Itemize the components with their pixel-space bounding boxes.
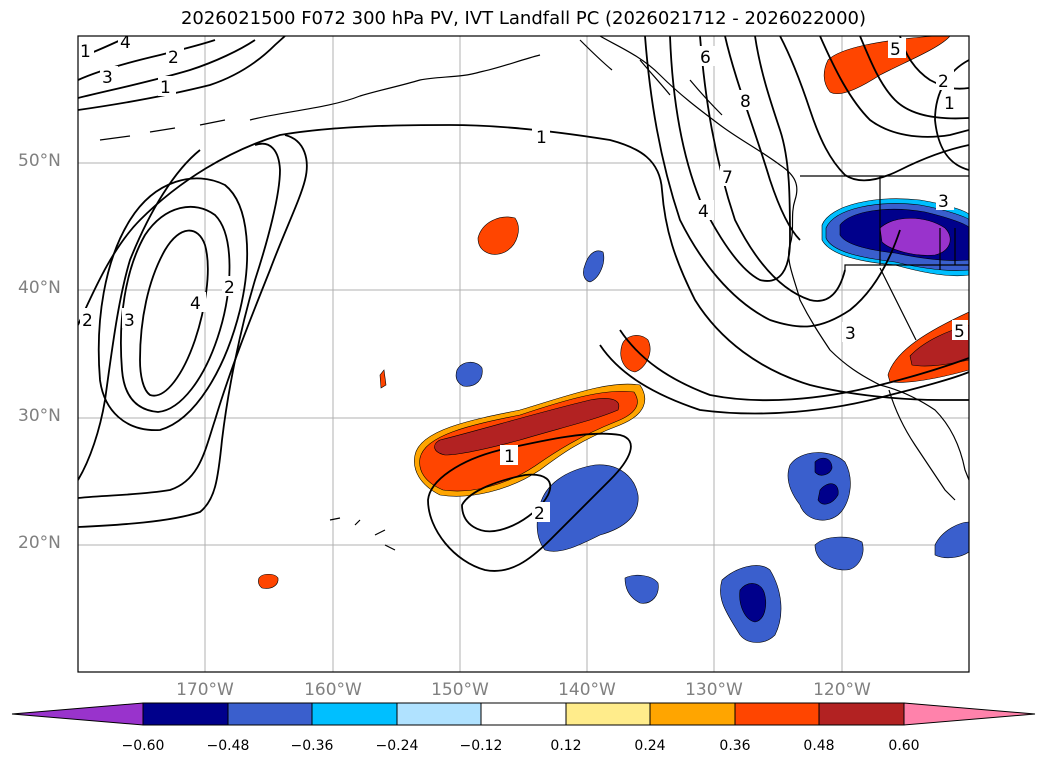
colorbar-tick: 0.36: [719, 738, 751, 754]
lon-label: 170°W: [176, 680, 234, 700]
lon-label: 140°W: [558, 680, 616, 700]
colorbar-tick: 0.48: [803, 738, 835, 754]
lon-label: 160°W: [304, 680, 362, 700]
anomaly-negative-subtropics: [536, 464, 639, 552]
colorbar-under-arrow: [11, 702, 144, 726]
pv-contour-label: 5: [890, 40, 901, 60]
pv-contour-label: 4: [120, 33, 131, 53]
pv-contour-label: 1: [536, 128, 547, 148]
pv-contour-label: 5: [954, 322, 965, 342]
pv-contour-label: 2: [534, 504, 545, 524]
colorbar-tick: −0.12: [459, 738, 503, 754]
colorbar-tick: −0.48: [206, 738, 250, 754]
pv-contour-label: 1: [80, 42, 91, 62]
pv-contour-4: [139, 229, 209, 397]
ivt-positive-anomalies: [258, 36, 969, 589]
pv-contour-label: 1: [160, 78, 171, 98]
pv-contour-label: 3: [938, 192, 949, 212]
anomaly-positive-small: [477, 216, 519, 255]
pv-contour-label: 1: [944, 94, 955, 114]
ivt-negative-anomalies: [455, 198, 969, 643]
pv-contour-label: 1: [504, 447, 515, 467]
lat-label: 20°N: [18, 533, 61, 553]
lat-label: 40°N: [18, 278, 61, 298]
lat-label: 50°N: [18, 151, 61, 171]
pv-contour-label: 8: [740, 92, 751, 112]
pv-contour-label: 2: [82, 311, 93, 331]
colorbar-over-arrow: [903, 702, 1036, 726]
pv-contour-label: 3: [124, 311, 135, 331]
colorbar-tick: 0.60: [888, 738, 920, 754]
pv-contour-label: 4: [190, 294, 201, 314]
pv-contour-label: 6: [700, 48, 711, 68]
colorbar-tick: 0.24: [634, 738, 666, 754]
pv-contour-label: 2: [168, 48, 179, 68]
pv-contour-label: 2: [224, 278, 235, 298]
pv-contour-label: 3: [845, 324, 856, 344]
pv-contour-1-main: [78, 124, 969, 401]
anomaly-positive-canada: [823, 36, 951, 95]
pv-contour-label: 7: [722, 168, 733, 188]
pv-contour-labels: 1 1 2 2 3 3 4 4 5 6 7 8 1 2: [78, 33, 968, 524]
colorbar: [11, 702, 1036, 726]
pv-contour-label: 4: [698, 202, 709, 222]
map-title: 2026021500 F072 300 hPa PV, IVT Landfall…: [180, 8, 867, 29]
colorbar-tick: 0.12: [550, 738, 582, 754]
map-frame: [77, 35, 970, 673]
lon-label: 120°W: [813, 680, 871, 700]
pv-contour-label: 2: [938, 72, 949, 92]
colorbar-tick: −0.36: [290, 738, 334, 754]
lat-label: 30°N: [18, 406, 61, 426]
pv-contour-label: 3: [102, 68, 113, 88]
lon-label: 130°W: [685, 680, 743, 700]
colorbar-tick: −0.60: [121, 738, 165, 754]
colorbar-tick: −0.24: [375, 738, 419, 754]
lon-label: 150°W: [431, 680, 489, 700]
